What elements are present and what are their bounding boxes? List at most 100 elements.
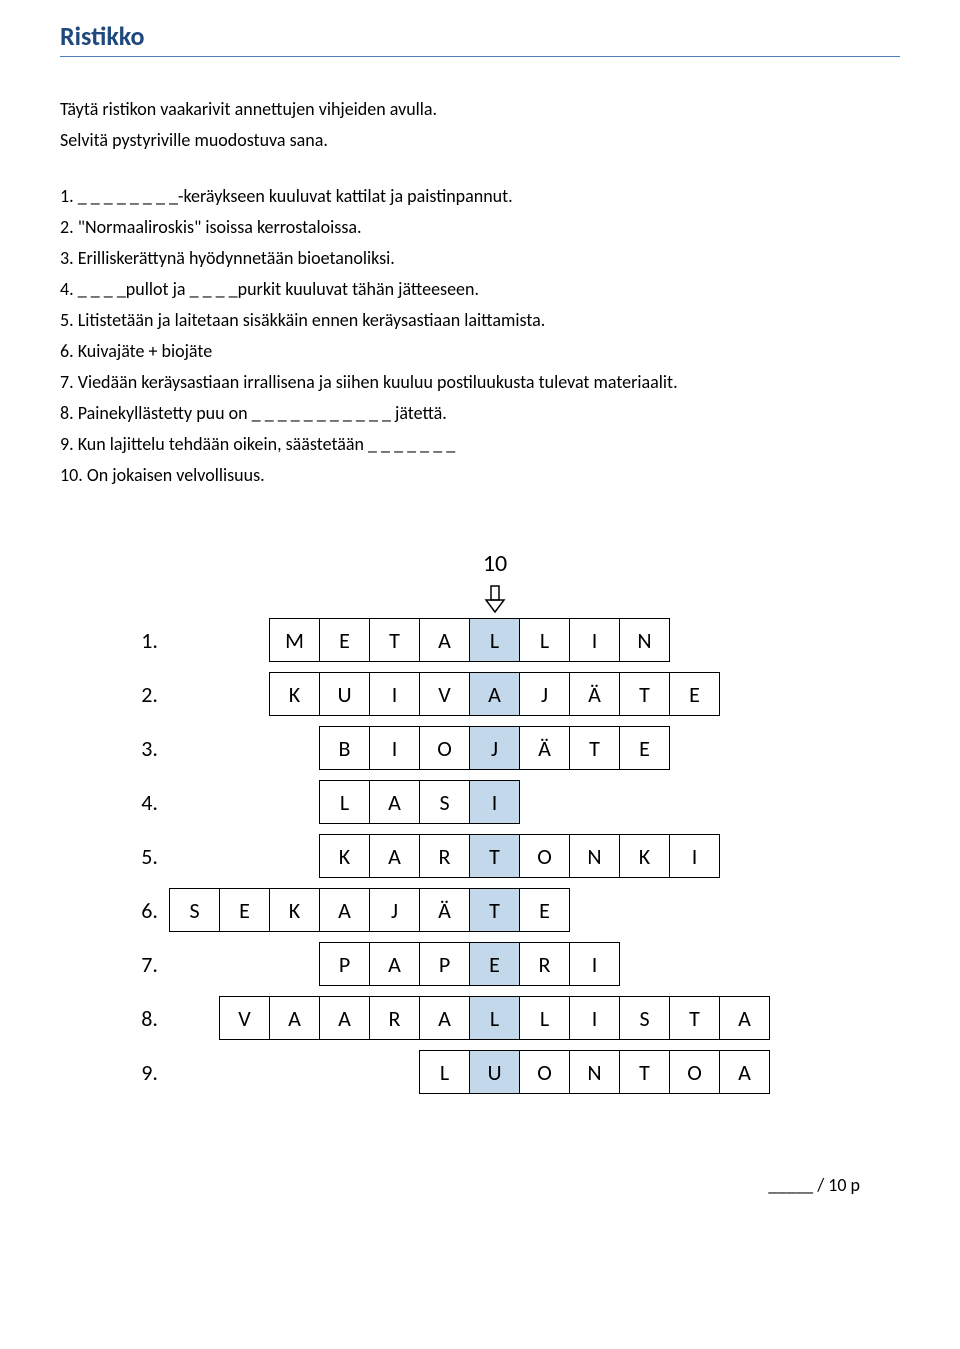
grid-row: 1.METALLIN — [120, 618, 900, 662]
grid-cell: R — [369, 996, 420, 1040]
grid-cell: U — [469, 1050, 520, 1094]
vertical-clue-label: 10 — [470, 549, 520, 578]
clue-line: 10. On jokaisen velvollisuus. — [60, 462, 900, 489]
grid-cell: V — [219, 996, 270, 1040]
clue-line: 4. _ _ _ _pullot ja _ _ _ _purkit kuuluv… — [60, 276, 900, 303]
grid-cell: S — [169, 888, 220, 932]
grid-cell: O — [519, 834, 570, 878]
grid-cell: E — [619, 726, 670, 770]
grid-cell: J — [519, 672, 570, 716]
grid-cell: T — [469, 888, 520, 932]
row-number: 2. — [120, 681, 170, 708]
grid-cell: T — [569, 726, 620, 770]
grid-cell: L — [469, 996, 520, 1040]
clue-line: 2. "Normaaliroskis" isoissa kerrostalois… — [60, 214, 900, 241]
grid-cell: I — [369, 672, 420, 716]
grid-cell: S — [619, 996, 670, 1040]
row-number: 8. — [120, 1005, 170, 1032]
page-title: Ristikko — [60, 20, 900, 52]
grid-cell: A — [719, 1050, 770, 1094]
grid-cell: E — [669, 672, 720, 716]
grid-cell: L — [469, 618, 520, 662]
row-number: 6. — [120, 897, 170, 924]
clue-line: 8. Painekyllästetty puu on _ _ _ _ _ _ _… — [60, 400, 900, 427]
grid-cell: A — [419, 996, 470, 1040]
grid-cell: I — [469, 780, 520, 824]
grid-cell: E — [519, 888, 570, 932]
grid-cell: I — [569, 996, 620, 1040]
grid-cell: Ä — [419, 888, 470, 932]
grid-column-header: 10 — [120, 549, 900, 578]
grid-cell: A — [319, 888, 370, 932]
row-number: 5. — [120, 843, 170, 870]
grid-row: 9.LUONTOA — [120, 1050, 900, 1094]
grid-cell: T — [469, 834, 520, 878]
grid-cell: V — [419, 672, 470, 716]
grid-cell: I — [569, 942, 620, 986]
grid-cell: A — [469, 672, 520, 716]
grid-cell: E — [219, 888, 270, 932]
row-number: 4. — [120, 789, 170, 816]
grid-cell: T — [669, 996, 720, 1040]
grid-cell: L — [519, 618, 570, 662]
down-arrow-icon — [470, 584, 520, 614]
grid-cell: T — [369, 618, 420, 662]
row-number: 3. — [120, 735, 170, 762]
grid-row: 2. KUIVAJÄTE — [120, 672, 900, 716]
instructions: Täytä ristikon vaakarivit annettujen vih… — [60, 97, 900, 153]
clues-list: 1. _ _ _ _ _ _ _ _-keräykseen kuuluvat k… — [60, 183, 900, 489]
grid-cell: K — [619, 834, 670, 878]
grid-cell: B — [319, 726, 370, 770]
grid-cell: I — [569, 618, 620, 662]
clue-line: 9. Kun lajittelu tehdään oikein, säästet… — [60, 431, 900, 458]
grid-cell: N — [569, 834, 620, 878]
grid-cell: A — [369, 780, 420, 824]
grid-cell: M — [269, 618, 320, 662]
grid-cell: E — [319, 618, 370, 662]
grid-cell: K — [319, 834, 370, 878]
grid-cell: T — [619, 672, 670, 716]
clue-line: 3. Erilliskerättynä hyödynnetään bioetan… — [60, 245, 900, 272]
instruction-line: Selvitä pystyriville muodostuva sana. — [60, 128, 900, 153]
grid-cell: I — [669, 834, 720, 878]
grid-cell: R — [519, 942, 570, 986]
score-line: _____ / 10 p — [60, 1174, 900, 1196]
grid-row: 6.SEKAJÄTE — [120, 888, 900, 932]
grid-row: 5.KARTONKI — [120, 834, 900, 878]
clue-line: 6. Kuivajäte + biojäte — [60, 338, 900, 365]
grid-cell: Ä — [519, 726, 570, 770]
row-number: 1. — [120, 627, 170, 654]
clue-line: 5. Litistetään ja laitetaan sisäkkäin en… — [60, 307, 900, 334]
grid-cell: O — [669, 1050, 720, 1094]
grid-cell: O — [419, 726, 470, 770]
grid-cell: Ä — [569, 672, 620, 716]
grid-cell: P — [419, 942, 470, 986]
grid-cell: A — [269, 996, 320, 1040]
clue-line: 1. _ _ _ _ _ _ _ _-keräykseen kuuluvat k… — [60, 183, 900, 210]
grid-cell: K — [269, 888, 320, 932]
grid-row: 3. BIOJÄTE — [120, 726, 900, 770]
grid-cell: A — [419, 618, 470, 662]
clue-line: 7. Viedään keräysastiaan irrallisena ja … — [60, 369, 900, 396]
grid-cell: L — [519, 996, 570, 1040]
grid-row: 8.VAARALLISTA — [120, 996, 900, 1040]
instruction-line: Täytä ristikon vaakarivit annettujen vih… — [60, 97, 900, 122]
grid-cell: U — [319, 672, 370, 716]
grid-cell: N — [619, 618, 670, 662]
grid-cell: I — [369, 726, 420, 770]
grid-cell: A — [719, 996, 770, 1040]
grid-cell: A — [369, 942, 420, 986]
grid-cell: R — [419, 834, 470, 878]
score-blank: _____ — [768, 1174, 817, 1196]
grid-cell: T — [619, 1050, 670, 1094]
grid-cell: J — [369, 888, 420, 932]
grid-row: 7.PAPERI — [120, 942, 900, 986]
grid-cell: K — [269, 672, 320, 716]
grid-cell: S — [419, 780, 470, 824]
grid-cell: J — [469, 726, 520, 770]
score-suffix: / 10 p — [817, 1174, 860, 1196]
grid-cell: E — [469, 942, 520, 986]
grid-cell: L — [319, 780, 370, 824]
grid-cell: O — [519, 1050, 570, 1094]
crossword-grid: 10 1.METALLIN2.KUIVAJÄTE3.BIOJÄTE4.LASI5… — [120, 549, 900, 1094]
